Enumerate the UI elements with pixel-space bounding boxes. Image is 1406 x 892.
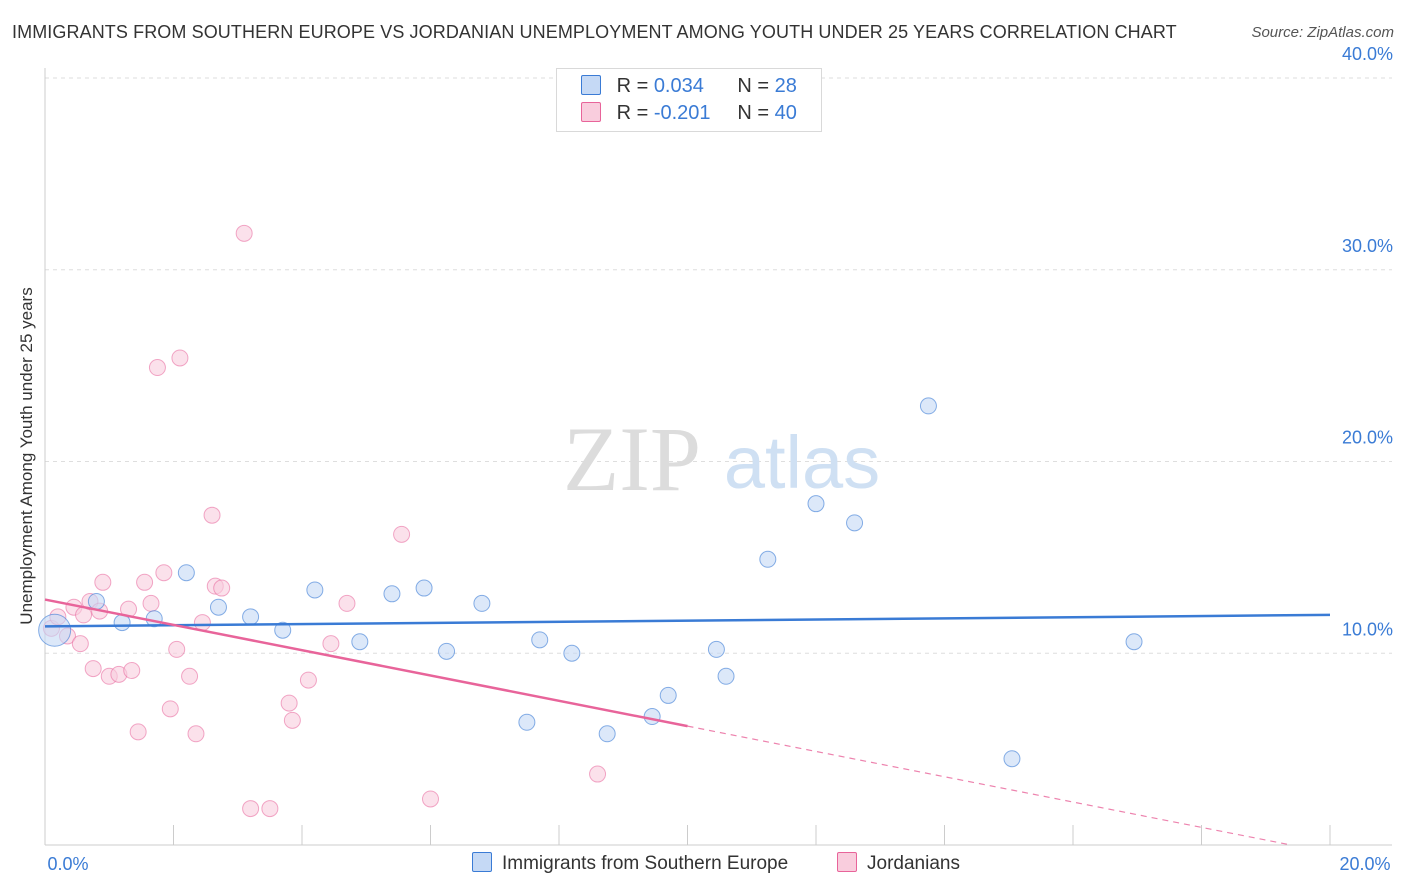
legend-swatch-series2: [581, 102, 601, 122]
y-tick-label: 30.0%: [1342, 236, 1393, 256]
legend-row-series2: R = -0.201 N = 40: [581, 100, 797, 126]
trend-layer: [44, 598, 1331, 846]
data-point-southern-europe: [807, 495, 825, 513]
data-point-southern-europe: [209, 598, 227, 616]
data-point-southern-europe: [242, 608, 260, 626]
data-point-jordanians: [187, 725, 205, 743]
data-point-jordanians: [242, 800, 260, 818]
data-point-southern-europe: [759, 550, 777, 568]
y-tick-label: 20.0%: [1342, 428, 1393, 448]
data-point-southern-europe: [438, 642, 456, 660]
watermark-atlas: atlas: [724, 421, 880, 504]
data-point-southern-europe: [473, 594, 491, 612]
data-point-southern-europe: [846, 514, 864, 532]
data-point-jordanians: [142, 594, 160, 612]
data-point-southern-europe: [707, 640, 725, 658]
axis-layer: [44, 68, 1392, 846]
trendline-jordanians-extension: [687, 725, 1292, 846]
data-point-jordanians: [94, 573, 112, 591]
data-point-jordanians: [71, 635, 89, 653]
data-point-southern-europe: [919, 397, 937, 415]
y-tick-label: 40.0%: [1342, 44, 1393, 64]
watermark-zip: ZIP: [563, 408, 701, 510]
data-point-jordanians: [589, 765, 607, 783]
data-point-southern-europe: [383, 585, 401, 603]
trendline-jordanians: [44, 598, 688, 728]
data-point-southern-europe: [274, 621, 292, 639]
grid-layer: [45, 77, 1392, 654]
data-point-jordanians: [168, 640, 186, 658]
bottom-legend-swatch-series1: [472, 852, 492, 872]
data-point-jordanians: [203, 506, 221, 524]
chart-title: IMMIGRANTS FROM SOUTHERN EUROPE VS JORDA…: [12, 22, 1177, 42]
x-tick-label: 0.0%: [47, 854, 88, 874]
legend-r-label-series2: R =: [616, 102, 649, 124]
bottom-legend-series1: Immigrants from Southern Europe: [472, 852, 788, 875]
data-point-jordanians: [171, 349, 189, 367]
legend-box: R = 0.034 N = 28 R = -0.201 N = 40: [556, 68, 822, 132]
data-point-jordanians: [235, 224, 253, 242]
data-point-jordanians: [161, 700, 179, 718]
data-point-southern-europe: [87, 592, 105, 610]
y-tick-label: 10.0%: [1342, 619, 1393, 639]
points-layer: [38, 224, 1143, 818]
data-point-jordanians: [213, 579, 231, 597]
data-point-jordanians: [393, 525, 411, 543]
data-point-southern-europe: [643, 708, 661, 726]
legend-r-value-series1: 0.034: [653, 75, 704, 97]
data-point-jordanians: [84, 660, 102, 678]
data-point-southern-europe: [563, 644, 581, 662]
data-point-southern-europe: [531, 631, 549, 649]
data-point-jordanians: [261, 800, 279, 818]
legend-r-label-series1: R =: [616, 75, 649, 97]
data-point-jordanians: [422, 790, 439, 808]
data-point-southern-europe: [1125, 633, 1143, 651]
bottom-legend-label-series1: Immigrants from Southern Europe: [502, 853, 789, 874]
bottom-legend-series2: Jordanians: [837, 852, 960, 875]
bottom-legend-label-series2: Jordanians: [867, 853, 960, 874]
legend-r-value-series2: -0.201: [653, 102, 711, 124]
data-point-jordanians: [155, 564, 173, 582]
data-point-jordanians: [280, 694, 298, 712]
legend-n-label-series1: N =: [737, 75, 770, 97]
source-label: Source: ZipAtlas.com: [1251, 24, 1394, 41]
legend-n-value-series1: 28: [774, 75, 797, 97]
data-point-southern-europe: [38, 613, 72, 647]
data-point-southern-europe: [306, 581, 324, 599]
data-point-southern-europe: [518, 713, 536, 731]
data-point-jordanians: [193, 614, 211, 632]
x-tick-label: 20.0%: [1339, 854, 1390, 874]
tick-label-layer: 10.0% 20.0% 30.0% 40.0% 0.0% 20.0%: [47, 44, 1393, 874]
data-point-jordanians: [322, 635, 340, 653]
legend-row-series1: R = 0.034 N = 28: [581, 73, 797, 99]
data-point-southern-europe: [415, 579, 433, 597]
legend-swatch-series1: [581, 75, 601, 95]
data-point-jordanians: [123, 662, 141, 680]
data-point-southern-europe: [717, 667, 735, 685]
data-point-jordanians: [299, 671, 317, 689]
data-point-southern-europe: [351, 633, 369, 651]
data-point-jordanians: [129, 723, 147, 741]
legend-n-label-series2: N =: [737, 102, 770, 124]
trendline-southern-europe: [44, 613, 1331, 628]
data-point-jordanians: [283, 711, 301, 729]
data-point-southern-europe: [177, 564, 195, 582]
data-point-southern-europe: [1003, 750, 1021, 768]
data-point-jordanians: [136, 573, 154, 591]
data-point-jordanians: [338, 594, 356, 612]
data-point-southern-europe: [659, 686, 677, 704]
legend-n-value-series2: 40: [774, 102, 797, 124]
bottom-legend-swatch-series2: [837, 852, 857, 872]
data-point-jordanians: [181, 667, 199, 685]
data-point-jordanians: [148, 359, 166, 377]
data-point-southern-europe: [598, 725, 616, 743]
